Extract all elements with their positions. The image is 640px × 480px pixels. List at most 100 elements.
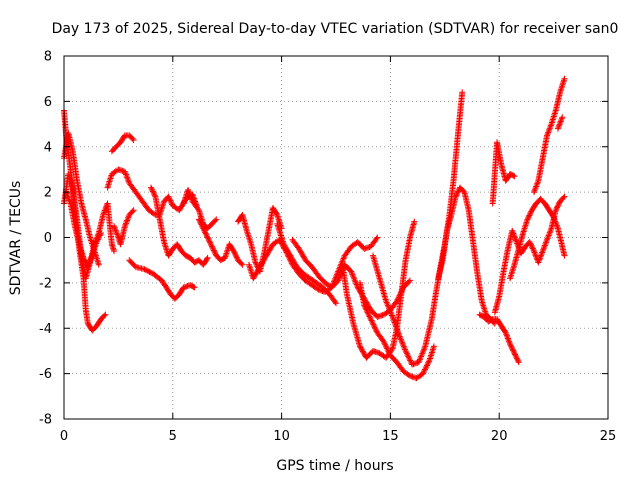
data-point: [148, 184, 155, 191]
data-point: [336, 273, 343, 280]
data-point: [300, 253, 307, 260]
y-tick-label: 0: [44, 231, 52, 246]
data-point: [557, 119, 564, 126]
data-point: [525, 213, 532, 220]
data-point: [121, 168, 128, 175]
data-point: [256, 263, 263, 270]
data-point: [340, 255, 347, 262]
data-point: [232, 252, 239, 259]
data-point: [196, 217, 203, 224]
data-point: [421, 346, 428, 353]
data-point: [195, 216, 202, 223]
data-point: [112, 225, 119, 232]
data-point: [366, 304, 373, 311]
data-point: [534, 180, 541, 187]
series-track-22: [489, 139, 518, 207]
data-point: [385, 303, 392, 310]
data-point: [544, 235, 551, 242]
data-point: [545, 233, 552, 240]
series-track-5: [108, 132, 137, 155]
data-point: [514, 356, 521, 363]
data-point: [544, 132, 551, 139]
data-point: [351, 277, 358, 284]
data-point: [510, 172, 517, 179]
data-point: [553, 221, 560, 228]
data-point: [552, 218, 559, 225]
data-point: [111, 223, 118, 230]
data-point: [365, 310, 372, 317]
data-point: [542, 239, 549, 246]
data-point: [86, 259, 93, 266]
data-point: [502, 328, 509, 335]
data-point: [187, 192, 194, 199]
data-point: [332, 298, 339, 305]
data-point: [513, 237, 520, 244]
data-point: [509, 229, 516, 236]
data-point: [387, 308, 394, 315]
data-point: [166, 196, 173, 203]
data-point: [419, 349, 426, 356]
data-point: [368, 317, 375, 324]
data-point: [399, 339, 406, 346]
x-tick-label: 0: [60, 429, 68, 444]
data-point: [129, 135, 136, 142]
data-point: [187, 193, 194, 200]
data-point: [452, 193, 459, 200]
data-point: [101, 207, 108, 214]
data-point: [212, 217, 219, 224]
data-point: [397, 336, 404, 343]
data-point: [121, 223, 128, 230]
data-point: [333, 300, 339, 307]
data-point: [282, 243, 289, 250]
data-point: [102, 206, 109, 213]
data-point: [539, 249, 546, 256]
data-point: [123, 218, 130, 225]
y-tick-label: 2: [44, 186, 52, 201]
data-point: [186, 189, 193, 196]
data-point: [97, 231, 104, 238]
data-point: [262, 253, 269, 260]
data-point: [199, 222, 206, 229]
data-point: [360, 349, 367, 356]
series-track-24: [531, 75, 568, 196]
data-point: [453, 191, 460, 198]
data-point: [299, 252, 306, 259]
data-point: [541, 242, 548, 249]
data-point: [540, 246, 547, 253]
data-point: [550, 214, 557, 221]
data-point: [510, 230, 517, 237]
series-track-23: [507, 195, 568, 282]
data-point: [547, 226, 554, 233]
data-point: [102, 311, 109, 318]
data-point: [396, 332, 403, 339]
data-point: [537, 253, 544, 260]
data-point: [394, 327, 401, 334]
data-point: [511, 233, 518, 240]
data-point: [298, 249, 305, 256]
data-point: [203, 256, 210, 263]
data-point: [188, 195, 195, 202]
data-point: [554, 224, 561, 231]
data-point: [280, 241, 287, 248]
data-point: [100, 210, 107, 217]
data-point: [386, 349, 393, 356]
data-point: [561, 252, 568, 259]
data-point: [124, 217, 131, 224]
data-point: [515, 357, 522, 364]
data-point: [561, 193, 568, 200]
data-point: [551, 215, 558, 222]
x-axis-label: GPS time / hours: [276, 458, 393, 474]
data-point: [513, 354, 520, 361]
data-point: [383, 344, 390, 351]
data-point: [273, 210, 280, 217]
data-point: [533, 182, 540, 189]
data-point: [122, 170, 129, 177]
data-point: [114, 231, 121, 238]
data-point: [348, 268, 355, 275]
data-point: [287, 252, 294, 259]
data-point: [551, 216, 558, 223]
data-point: [545, 232, 552, 239]
data-point: [210, 246, 217, 253]
data-point: [124, 175, 131, 182]
data-point: [547, 122, 554, 129]
